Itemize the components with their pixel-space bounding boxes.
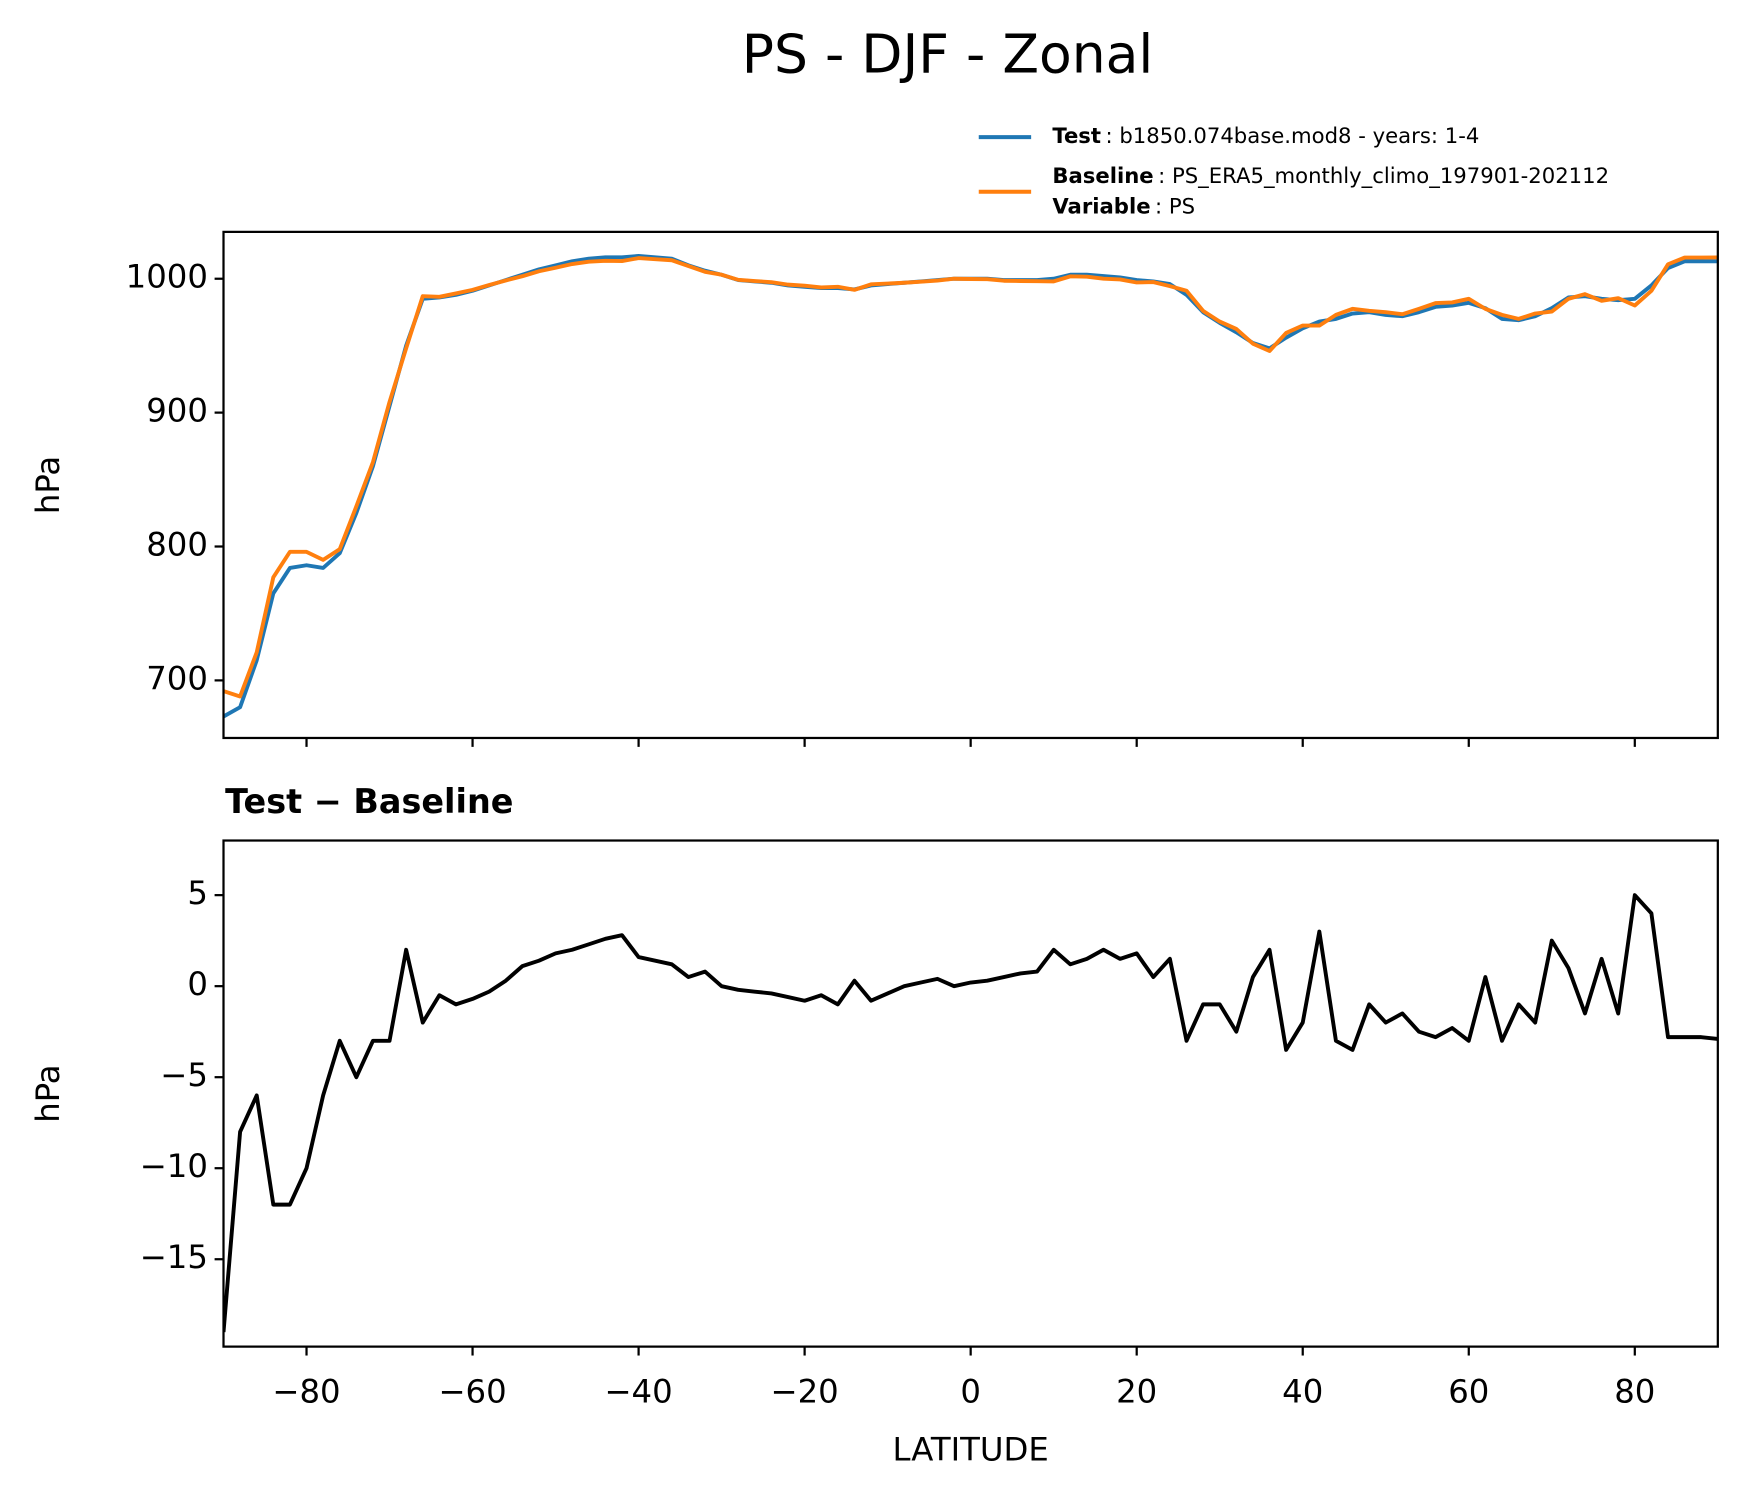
data-line bbox=[223, 254, 1718, 719]
y-axis-label: hPa bbox=[29, 1064, 67, 1122]
y-tick-label: 1000 bbox=[126, 258, 208, 296]
legend-description: : PS_ERA5_monthly_climo_197901-202112 bbox=[1158, 163, 1609, 189]
y-tick-label: 900 bbox=[146, 392, 208, 430]
x-tick-label: −60 bbox=[438, 1372, 506, 1410]
axes-title: Test − Baseline bbox=[225, 782, 513, 821]
variable-value: : PS bbox=[1155, 193, 1195, 218]
y-tick-label: 800 bbox=[146, 526, 208, 564]
x-tick-label: 40 bbox=[1282, 1372, 1323, 1410]
x-tick-label: 80 bbox=[1614, 1372, 1655, 1410]
x-tick-label: 20 bbox=[1116, 1372, 1157, 1410]
data-line bbox=[223, 255, 1718, 699]
x-tick-label: 60 bbox=[1448, 1372, 1489, 1410]
x-tick-label: −40 bbox=[604, 1372, 672, 1410]
legend-description: : b1850.074base.mod8 - years: 1-4 bbox=[1105, 123, 1479, 148]
legend-entry: Test: b1850.074base.mod8 - years: 1-4 bbox=[1052, 123, 1479, 148]
axes-frame bbox=[222, 839, 1719, 1348]
x-axis-label: LATITUDE bbox=[893, 1430, 1049, 1468]
y-tick-label: −15 bbox=[140, 1238, 208, 1276]
y-tick-label: 5 bbox=[187, 874, 208, 912]
y-tick-label: −10 bbox=[140, 1147, 208, 1185]
y-tick-label: 0 bbox=[187, 965, 208, 1003]
y-tick-label: −5 bbox=[160, 1056, 208, 1094]
data-line bbox=[223, 893, 1718, 1333]
variable-label: Variable bbox=[1052, 193, 1150, 218]
x-tick-label: 0 bbox=[960, 1372, 981, 1410]
axes-frame bbox=[222, 230, 1719, 740]
x-tick-label: −80 bbox=[272, 1372, 340, 1410]
legend-name: Baseline bbox=[1052, 163, 1153, 188]
y-axis-label: hPa bbox=[29, 456, 67, 514]
legend-entry: Baseline: PS_ERA5_monthly_climo_197901-2… bbox=[1052, 163, 1609, 189]
figure-title: PS - DJF - Zonal bbox=[742, 23, 1154, 86]
legend-variable: Variable: PS bbox=[1052, 193, 1195, 218]
x-tick-label: −20 bbox=[771, 1372, 839, 1410]
legend-name: Test bbox=[1052, 123, 1101, 148]
y-tick-label: 700 bbox=[146, 659, 208, 697]
